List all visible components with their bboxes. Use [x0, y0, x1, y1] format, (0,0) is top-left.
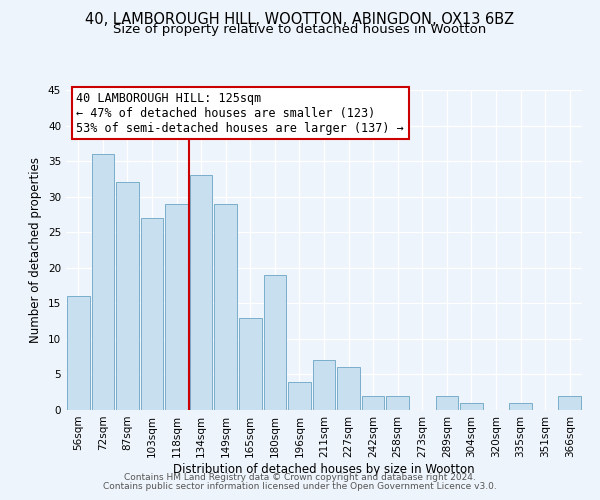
- Bar: [436, 396, 458, 410]
- Text: 40 LAMBOROUGH HILL: 125sqm
← 47% of detached houses are smaller (123)
53% of sem: 40 LAMBOROUGH HILL: 125sqm ← 47% of deta…: [76, 92, 404, 134]
- Bar: [92, 154, 114, 410]
- Bar: [263, 275, 286, 410]
- Bar: [140, 218, 163, 410]
- Bar: [337, 368, 360, 410]
- Text: Size of property relative to detached houses in Wootton: Size of property relative to detached ho…: [113, 22, 487, 36]
- Bar: [288, 382, 311, 410]
- Bar: [460, 403, 483, 410]
- Bar: [386, 396, 409, 410]
- Bar: [313, 360, 335, 410]
- Bar: [239, 318, 262, 410]
- Bar: [116, 182, 139, 410]
- Bar: [165, 204, 188, 410]
- Text: Contains public sector information licensed under the Open Government Licence v3: Contains public sector information licen…: [103, 482, 497, 491]
- Bar: [559, 396, 581, 410]
- Bar: [362, 396, 385, 410]
- Bar: [214, 204, 237, 410]
- Y-axis label: Number of detached properties: Number of detached properties: [29, 157, 43, 343]
- Text: 40, LAMBOROUGH HILL, WOOTTON, ABINGDON, OX13 6BZ: 40, LAMBOROUGH HILL, WOOTTON, ABINGDON, …: [85, 12, 515, 28]
- Bar: [67, 296, 89, 410]
- Bar: [509, 403, 532, 410]
- Bar: [190, 176, 212, 410]
- X-axis label: Distribution of detached houses by size in Wootton: Distribution of detached houses by size …: [173, 462, 475, 475]
- Text: Contains HM Land Registry data © Crown copyright and database right 2024.: Contains HM Land Registry data © Crown c…: [124, 474, 476, 482]
